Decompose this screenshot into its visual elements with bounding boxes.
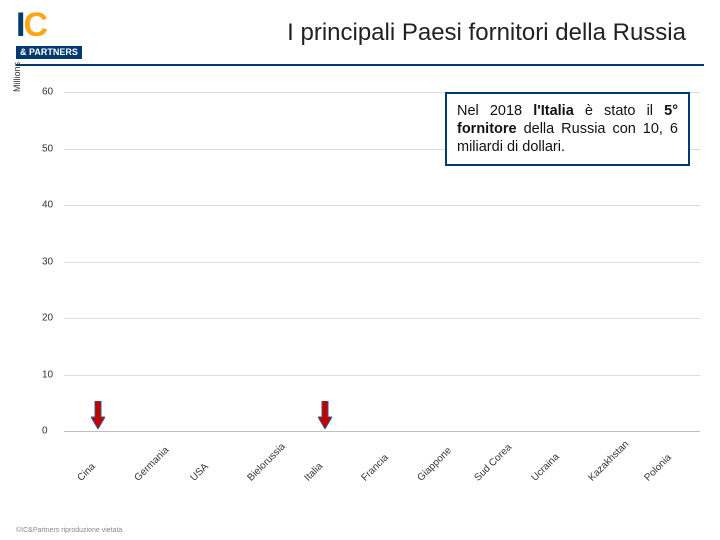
x-tick-label: USA: [189, 436, 255, 502]
y-tick-label: 40: [42, 200, 53, 211]
callout-text-prefix: Nel 2018: [457, 103, 533, 119]
chart-container: Millions 0102030405060 Nel 2018 l'Italia…: [40, 92, 700, 472]
x-tick-label: Cina: [75, 436, 141, 502]
footer-copyright: ©IC&Partners riproduzione vietata: [16, 527, 122, 534]
header-divider: [16, 64, 704, 66]
chart-plot-area: 0102030405060 Nel 2018 l'Italia è stato …: [64, 92, 700, 432]
highlight-arrow-icon: [91, 401, 105, 429]
x-tick-label: Sud Corea: [473, 436, 539, 502]
header: IC & PARTNERS I principali Paesi fornito…: [0, 0, 720, 62]
x-axis-labels: CinaGermaniaUSABielorussiaItaliaFranciaG…: [64, 436, 700, 472]
highlight-arrow-icon: [318, 401, 332, 429]
x-tick-label: Italia: [302, 436, 368, 502]
logo-partners-badge: & PARTNERS: [16, 46, 82, 59]
callout-bold-1: l'Italia: [533, 103, 574, 119]
callout-box: Nel 2018 l'Italia è stato il 5° fornitor…: [445, 92, 690, 166]
x-tick-label: Polonia: [643, 436, 709, 502]
y-tick-label: 20: [42, 313, 53, 324]
x-tick-label: Bielorussia: [246, 436, 312, 502]
y-tick-label: 10: [42, 369, 53, 380]
y-tick-label: 0: [42, 426, 48, 437]
x-tick-label: Giappone: [416, 436, 482, 502]
page-title: I principali Paesi fornitori della Russi…: [106, 19, 704, 47]
y-axis-label: Millions: [12, 62, 22, 92]
logo: IC & PARTNERS: [16, 8, 106, 58]
logo-main-text: IC: [16, 8, 106, 42]
x-tick-label: Germania: [132, 436, 198, 502]
x-tick-label: Kazakhstan: [586, 436, 652, 502]
x-tick-label: Francia: [359, 436, 425, 502]
x-tick-label: Ucraina: [529, 436, 595, 502]
y-tick-label: 60: [42, 87, 53, 98]
y-tick-label: 50: [42, 143, 53, 154]
callout-text-mid1: è stato il: [574, 103, 664, 119]
y-tick-label: 30: [42, 256, 53, 267]
